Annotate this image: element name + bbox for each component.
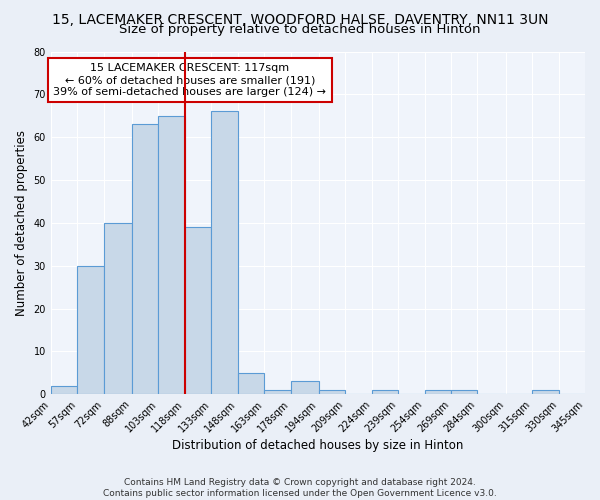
Bar: [532, 390, 559, 394]
Bar: [319, 390, 345, 394]
Text: 15, LACEMAKER CRESCENT, WOODFORD HALSE, DAVENTRY, NN11 3UN: 15, LACEMAKER CRESCENT, WOODFORD HALSE, …: [52, 12, 548, 26]
Bar: [371, 390, 398, 394]
Bar: [104, 223, 132, 394]
Bar: [211, 112, 238, 394]
Bar: [185, 227, 211, 394]
Bar: [132, 124, 158, 394]
Y-axis label: Number of detached properties: Number of detached properties: [15, 130, 28, 316]
Bar: [290, 382, 319, 394]
Bar: [425, 390, 451, 394]
X-axis label: Distribution of detached houses by size in Hinton: Distribution of detached houses by size …: [172, 440, 464, 452]
Text: Contains HM Land Registry data © Crown copyright and database right 2024.
Contai: Contains HM Land Registry data © Crown c…: [103, 478, 497, 498]
Bar: [238, 373, 264, 394]
Text: Size of property relative to detached houses in Hinton: Size of property relative to detached ho…: [119, 22, 481, 36]
Bar: [451, 390, 478, 394]
Bar: [51, 386, 77, 394]
Bar: [264, 390, 290, 394]
Bar: [77, 266, 104, 394]
Text: 15 LACEMAKER CRESCENT: 117sqm
← 60% of detached houses are smaller (191)
39% of : 15 LACEMAKER CRESCENT: 117sqm ← 60% of d…: [53, 64, 326, 96]
Bar: [158, 116, 185, 394]
